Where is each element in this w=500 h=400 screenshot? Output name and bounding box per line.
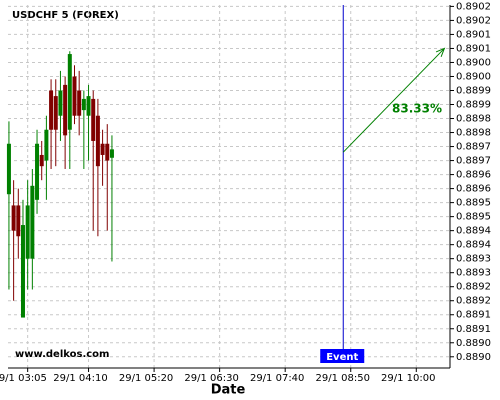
y-tick-label: 0.8898 (456, 114, 491, 125)
y-tick-label: 0.8900 (456, 71, 491, 82)
x-tick-label: 29/1 06:30 (184, 373, 238, 384)
y-tick-label: 0.8890 (456, 352, 491, 363)
y-tick-label: 0.8898 (456, 128, 491, 139)
x-tick-label: 29/1 10:00 (381, 373, 435, 384)
y-tick-label: 0.8895 (456, 212, 491, 223)
y-tick-label: 0.8899 (456, 85, 491, 96)
y-tick-label: 0.8901 (456, 43, 491, 54)
arrow-head (435, 47, 446, 58)
y-tick-label: 0.8892 (456, 296, 491, 307)
watermark: www.delkos.com (15, 349, 109, 360)
x-tick-label: 29/1 03:05 (0, 373, 47, 384)
candle-body (91, 98, 96, 141)
y-tick-label: 0.8902 (456, 1, 491, 12)
candle-body (100, 143, 105, 155)
y-tick-label: 0.8902 (456, 15, 491, 26)
candle-body (30, 185, 35, 259)
candle-body (105, 143, 110, 161)
x-tick-label: 29/1 07:40 (250, 373, 304, 384)
y-tick-label: 0.8891 (456, 324, 491, 335)
candle-body (109, 149, 114, 158)
candle-body (44, 129, 49, 161)
y-tick-label: 0.8892 (456, 282, 491, 293)
candle-body (25, 205, 30, 259)
candle-body (16, 205, 21, 237)
y-tick-label: 0.8896 (456, 184, 491, 195)
candle-body (20, 225, 25, 318)
x-tick-label: 29/1 08:50 (316, 373, 370, 384)
candle-body (49, 90, 54, 130)
y-tick-label: 0.8895 (456, 198, 491, 209)
candle-body (6, 143, 11, 195)
candle-body (63, 84, 68, 136)
candle-body (95, 115, 100, 167)
y-tick-label: 0.8901 (456, 29, 491, 40)
y-tick-label: 0.8900 (456, 57, 491, 68)
x-tick-label: 29/1 04:10 (53, 373, 107, 384)
candle-body (77, 90, 82, 116)
y-tick-label: 0.8893 (456, 254, 491, 265)
forecast-arrow (342, 48, 445, 153)
forecast-label: 83.33% (392, 102, 442, 116)
candle-body (81, 98, 86, 111)
y-tick-label: 0.8893 (456, 268, 491, 279)
candle-body (11, 205, 16, 231)
y-tick-label: 0.8894 (456, 226, 491, 237)
candle-body (86, 96, 91, 116)
y-tick-label: 0.8890 (456, 338, 491, 349)
event-box (320, 349, 365, 363)
y-tick-label: 0.8897 (456, 156, 491, 167)
candle-body (35, 143, 40, 200)
chart-title: USDCHF 5 (FOREX) (12, 10, 119, 21)
x-tick-label: 29/1 05:20 (119, 373, 173, 384)
x-axis-label: Date (211, 383, 246, 398)
y-tick-label: 0.8897 (456, 142, 491, 153)
candle-body (67, 54, 72, 130)
y-tick-label: 0.8891 (456, 310, 491, 321)
event-label: Event (326, 352, 358, 363)
candle-body (72, 76, 77, 116)
y-tick-label: 0.8894 (456, 240, 491, 251)
candle-body (58, 90, 63, 116)
y-tick-label: 0.8899 (456, 100, 491, 111)
candle-body (53, 96, 58, 130)
candle-body (39, 154, 44, 167)
y-tick-label: 0.8896 (456, 170, 491, 181)
